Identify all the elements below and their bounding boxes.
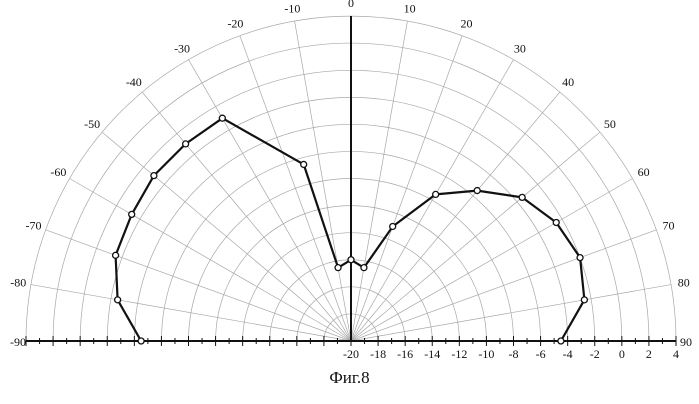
grid-spoke — [189, 60, 352, 341]
angle-tick-label: 10 — [404, 1, 416, 15]
data-point-marker — [581, 297, 587, 303]
data-point-marker — [301, 161, 307, 167]
data-point-marker — [474, 188, 480, 194]
radial-tick-label: -12 — [451, 347, 467, 361]
data-point-marker — [151, 173, 157, 179]
data-point-marker — [390, 223, 396, 229]
grid-spoke — [46, 230, 351, 341]
angle-tick-label: 30 — [514, 41, 526, 55]
data-point-marker — [553, 220, 559, 226]
radial-tick-label: 0 — [619, 347, 625, 361]
radial-tick-label: -8 — [509, 347, 519, 361]
grid-spoke — [351, 21, 407, 341]
angle-tick-label: 0 — [348, 0, 354, 10]
angle-tick-label: -80 — [10, 275, 26, 289]
angle-tick-label: 60 — [638, 165, 650, 179]
data-point-marker — [361, 265, 367, 271]
angle-tick-label: 50 — [604, 117, 616, 131]
radial-tick-label: -14 — [424, 347, 440, 361]
angle-tick-label: -60 — [50, 165, 66, 179]
angle-tick-label: 70 — [662, 218, 674, 232]
angle-tick-label: -30 — [174, 41, 190, 55]
angle-tick-label: -50 — [84, 117, 100, 131]
angle-tick-label: -10 — [284, 1, 300, 15]
angle-tick-label: -20 — [227, 17, 243, 31]
angle-tick-label: 20 — [461, 17, 473, 31]
radial-tick-label: -16 — [397, 347, 413, 361]
data-point-marker — [335, 265, 341, 271]
angle-tick-label: 80 — [678, 275, 690, 289]
angle-tick-label: -90 — [10, 335, 26, 349]
radial-tick-label: -18 — [370, 347, 386, 361]
data-point-marker — [129, 211, 135, 217]
radial-tick-label: -10 — [478, 347, 494, 361]
data-point-marker — [519, 194, 525, 200]
angle-tick-label: -40 — [126, 75, 142, 89]
data-point-marker — [113, 252, 119, 258]
grid-spoke — [31, 285, 351, 341]
grid-spoke — [351, 285, 671, 341]
grid-spoke — [351, 36, 462, 341]
radial-tick-label: -4 — [563, 347, 573, 361]
grid-spoke — [351, 60, 514, 341]
data-point-marker — [138, 338, 144, 344]
radial-tick-label: 2 — [646, 347, 652, 361]
radial-tick-label: -6 — [536, 347, 546, 361]
grid-spoke — [70, 179, 351, 342]
figure-caption: Фиг.8 — [0, 368, 699, 388]
grid-spoke — [240, 36, 351, 341]
data-point-marker — [115, 297, 121, 303]
angle-tick-label: 40 — [562, 75, 574, 89]
data-point-marker — [219, 115, 225, 121]
radial-tick-label: 4 — [673, 347, 679, 361]
data-point-marker — [558, 338, 564, 344]
data-point-marker — [348, 257, 354, 263]
grid-spoke — [351, 230, 656, 341]
data-point-marker — [433, 191, 439, 197]
radial-tick-label: -2 — [590, 347, 600, 361]
polar-axes — [26, 16, 676, 346]
grid-spoke — [351, 179, 632, 342]
angle-tick-label: 90 — [680, 335, 692, 349]
data-point-marker — [577, 255, 583, 261]
angle-tick-label: -70 — [26, 218, 42, 232]
data-series — [113, 115, 588, 344]
grid-spoke — [295, 21, 351, 341]
radial-tick-label: -20 — [343, 347, 359, 361]
data-point-marker — [183, 141, 189, 147]
